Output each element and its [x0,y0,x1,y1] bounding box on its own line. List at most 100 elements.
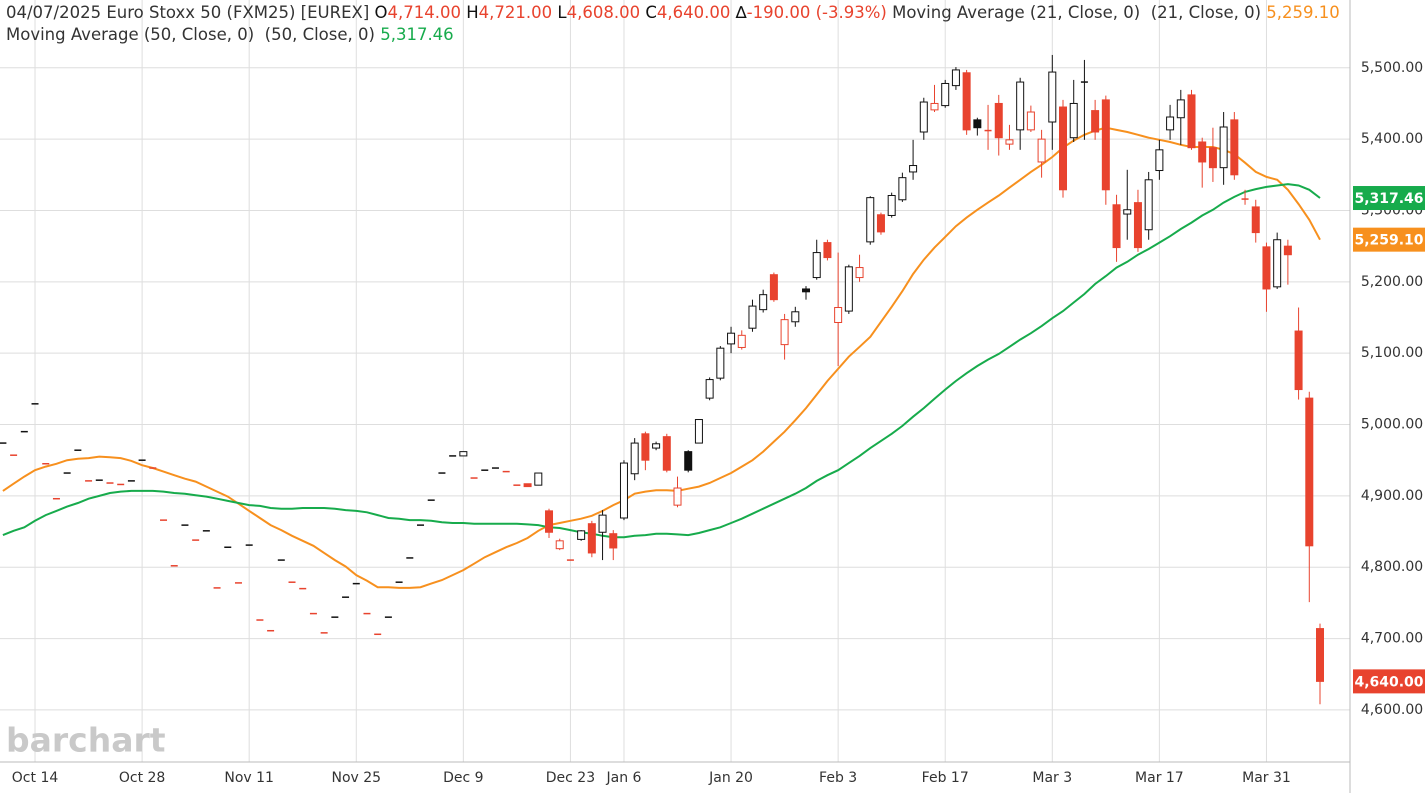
field-value: -190.00 (-3.93%) [746,3,887,22]
candle [1273,232,1282,289]
field-key: L [557,3,567,22]
candle-body [834,307,843,323]
candle-body [1251,206,1260,234]
candle [887,192,896,218]
y-tick-label: 5,200.00 [1361,274,1423,290]
candle [876,212,885,235]
candle-body [791,311,800,323]
candle [1133,189,1142,252]
candle-body [1262,246,1271,290]
candle [1026,105,1035,132]
candle [523,483,532,488]
candle-body [823,242,832,259]
candle-body [1101,99,1110,191]
x-tick-label: Nov 11 [224,770,274,786]
candle-body [1316,628,1324,682]
candle-body [1166,116,1175,131]
x-tick-label: Jan 6 [605,770,641,786]
candle-body [694,419,703,444]
candle-body [951,69,960,87]
candle [727,326,736,354]
candle-body [759,294,768,311]
candle [1155,139,1164,180]
candle [1230,112,1239,180]
price-badge [1353,227,1425,252]
candle [1016,77,1025,150]
moving-average-line [2,126,1321,589]
candle-body [1016,81,1025,131]
candle [662,433,671,473]
candle [802,286,811,300]
candle-body [598,514,607,533]
candle [994,94,1003,156]
candle [791,306,800,327]
candle [1123,169,1132,240]
candle-body [887,194,896,216]
price-badge-label: 5,259.10 [1354,233,1423,249]
candle-body [1059,106,1068,191]
candle-body [705,379,714,399]
candle-body [962,72,971,131]
candle [834,252,843,367]
candle-body [587,523,596,554]
moving-average-line [2,183,1321,539]
header: 04/07/2025 Euro Stoxx 50 (FXM25) [EUREX]… [6,2,1340,45]
candle [1005,124,1014,150]
candle-body [876,214,885,233]
candle [555,538,564,551]
candle-body [459,451,468,457]
candle-body [684,451,693,471]
candle-body [941,82,950,107]
x-tick-label: Dec 23 [546,770,595,786]
field-value: 4,714.00 [387,3,461,22]
candle-body [1294,330,1303,391]
candle [769,272,778,302]
candle-body [555,540,564,550]
candle-body [812,252,821,279]
candle [673,476,682,508]
candle [534,472,543,486]
candle [962,69,971,135]
x-tick-label: Nov 25 [331,770,381,786]
candle [1241,189,1249,205]
field-value: 4,608.00 [566,3,641,22]
candle [823,239,832,261]
legend-name: Moving Average (50, Close, 0) (50, Close… [6,24,375,44]
candle-body [716,347,725,379]
candle-body [1048,71,1057,123]
candle [919,97,928,140]
field-key: H [466,3,479,22]
candle-body [523,483,532,488]
candle [1187,89,1196,150]
x-tick-label: Feb 17 [922,770,969,786]
candle [855,254,864,282]
legend-name: Moving Average (21, Close, 0) (21, Close… [892,3,1262,22]
candle-body [1005,139,1014,145]
candle-body [619,462,628,519]
candle-body [534,472,543,486]
y-tick-label: 4,700.00 [1361,631,1423,647]
candle [705,377,714,401]
candle [619,460,628,521]
candle [737,330,746,350]
field-value: 4,721.00 [478,3,553,22]
x-tick-label: Mar 3 [1032,770,1072,786]
candle [1166,104,1175,140]
candle-body [1026,111,1035,131]
candle-body [737,334,746,348]
price-badge-label: 4,640.00 [1354,674,1423,690]
candle [1294,307,1303,400]
candle-body [1176,99,1185,119]
price-badge [1353,186,1425,211]
candle-body [748,305,757,329]
candle-body [1208,147,1217,169]
candle-body [973,119,982,129]
candle-body [866,197,875,243]
candle [598,510,607,561]
candle [609,530,618,561]
x-tick-label: Mar 31 [1242,770,1291,786]
candle [630,438,639,481]
candle-body [994,102,1003,139]
